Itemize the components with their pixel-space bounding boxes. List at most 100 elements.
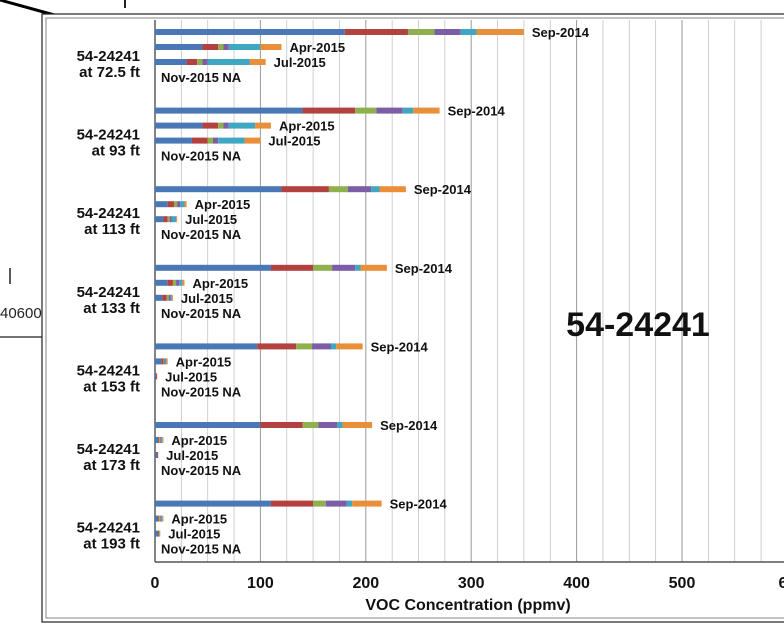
- bar-segment: [173, 201, 178, 208]
- bar-date-label: Nov-2015 NA: [161, 306, 242, 321]
- bar-date-label: Apr-2015: [289, 40, 345, 55]
- bar-segment: [167, 216, 170, 223]
- group-label: at 133 ft: [83, 300, 140, 317]
- bar-segment: [260, 44, 282, 50]
- bar-segment: [176, 279, 180, 286]
- group-label: at 113 ft: [84, 221, 140, 238]
- bar-segment: [257, 343, 297, 350]
- bar-segment: [379, 186, 406, 193]
- bar-segment: [168, 294, 171, 301]
- x-tick-label: 500: [669, 575, 696, 592]
- bar-segment: [161, 515, 163, 522]
- bar-segment: [296, 343, 313, 350]
- bar-segment: [169, 216, 172, 223]
- bar-segment: [332, 264, 356, 271]
- x-tick-label: 0: [151, 575, 160, 592]
- bar-segment: [155, 500, 271, 507]
- bar-segment: [460, 29, 477, 35]
- bar-segment: [160, 437, 162, 443]
- bar-segment: [270, 500, 314, 507]
- group-label: at 93 ft: [92, 143, 140, 160]
- bar-segment: [218, 137, 245, 144]
- bar-date-label: Jul-2015: [181, 291, 233, 306]
- bar-segment: [281, 186, 329, 193]
- bar-segment: [159, 515, 161, 522]
- bar-segment: [302, 422, 319, 428]
- bar-segment: [313, 264, 333, 271]
- bar-date-label: Jul-2015: [165, 369, 217, 384]
- bar-date-label: Apr-2015: [193, 276, 249, 291]
- bar-segment: [312, 343, 332, 350]
- bar-segment: [344, 29, 408, 35]
- bar-segment: [155, 107, 303, 114]
- bar-date-label: Sep-2014: [532, 25, 590, 40]
- group-label: 54-24241: [77, 127, 140, 144]
- bar-segment: [155, 437, 159, 443]
- bar-date-label: Nov-2015 NA: [161, 149, 242, 164]
- x-tick-label: 200: [352, 575, 379, 592]
- bar-segment: [155, 452, 158, 458]
- bar-segment: [407, 29, 435, 35]
- background-diagonal-line: [0, 0, 59, 18]
- bar-date-label: Sep-2014: [371, 339, 429, 354]
- bar-segment: [207, 137, 213, 144]
- bar-segment: [179, 279, 183, 286]
- bar-segment: [177, 201, 181, 208]
- x-axis-label: VOC Concentration (ppmv): [365, 597, 570, 614]
- bar-segment: [371, 186, 380, 193]
- bar-segment: [413, 107, 440, 114]
- bar-segment: [249, 59, 266, 65]
- bar-segment: [155, 515, 159, 522]
- bar-date-label: Jul-2015: [274, 55, 326, 70]
- bar-date-label: Apr-2015: [176, 354, 232, 369]
- bar-segment: [162, 437, 164, 443]
- bar-segment: [331, 343, 337, 350]
- group-label: 54-24241: [77, 520, 140, 537]
- bar-date-label: Sep-2014: [448, 104, 506, 119]
- bar-segment: [244, 137, 261, 144]
- bar-segment: [155, 294, 163, 301]
- bar-segment: [207, 59, 250, 65]
- bar-date-label: Jul-2015: [185, 212, 237, 227]
- group-label: 54-24241: [77, 362, 140, 379]
- bar-segment: [180, 201, 185, 208]
- bar-segment: [155, 44, 203, 50]
- bar-segment: [313, 500, 326, 507]
- bar-date-label: Apr-2015: [195, 197, 251, 212]
- group-label: at 72.5 ft: [79, 64, 140, 81]
- bar-segment: [171, 294, 173, 301]
- bar-segment: [155, 422, 261, 428]
- bar-segment: [212, 137, 219, 144]
- bar-segment: [155, 122, 203, 129]
- bar-segment: [155, 137, 192, 144]
- bar-segment: [158, 437, 160, 443]
- bar-segment: [218, 122, 224, 129]
- bar-segment: [191, 137, 208, 144]
- group-label: at 173 ft: [83, 457, 140, 474]
- bar-segment: [270, 264, 314, 271]
- bar-segment: [228, 122, 256, 129]
- bar-segment: [159, 437, 161, 443]
- bar-segment: [167, 279, 173, 286]
- bar-date-label: Apr-2015: [171, 512, 227, 527]
- bar-segment: [156, 373, 158, 380]
- bar-segment: [182, 279, 185, 286]
- group-label: at 193 ft: [83, 536, 140, 553]
- group-label: at 153 ft: [83, 378, 140, 395]
- bar-segment: [166, 294, 169, 301]
- bar-segment: [164, 358, 166, 365]
- bar-segment: [161, 437, 163, 443]
- bar-segment: [155, 343, 258, 350]
- bar-segment: [402, 107, 414, 114]
- bar-segment: [172, 279, 177, 286]
- bar-segment: [157, 452, 159, 458]
- bar-segment: [165, 358, 167, 365]
- bar-segment: [255, 122, 271, 129]
- bar-segment: [167, 201, 174, 208]
- bar-segment: [155, 530, 159, 537]
- bar-segment: [160, 515, 162, 522]
- bar-date-label: Nov-2015 NA: [161, 384, 242, 399]
- bar-segment: [223, 44, 229, 50]
- bar-segment: [352, 500, 382, 507]
- bar-segment: [155, 201, 168, 208]
